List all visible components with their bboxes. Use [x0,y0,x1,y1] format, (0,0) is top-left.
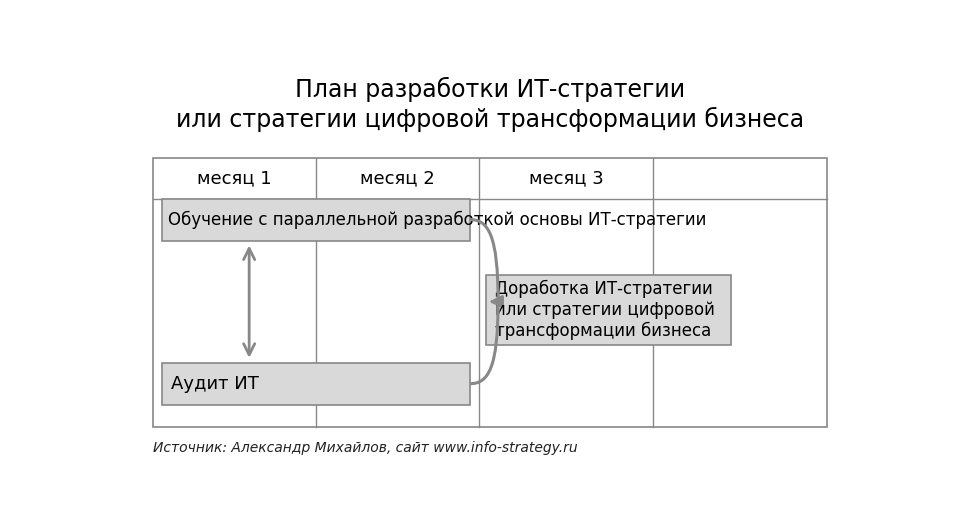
Text: Источник: Александр Михайлов, сайт www.info-strategy.ru: Источник: Александр Михайлов, сайт www.i… [153,440,577,454]
Bar [153,159,827,427]
FancyBboxPatch shape [163,199,470,241]
Text: Доработка ИТ-стратегии
или стратегии цифровой
трансформации бизнеса: Доработка ИТ-стратегии или стратегии циф… [495,280,715,340]
Text: План разработки ИТ-стратегии
или стратегии цифровой трансформации бизнеса: План разработки ИТ-стратегии или стратег… [176,77,804,132]
Text: Обучение с параллельной разработкой основы ИТ-стратегии: Обучение с параллельной разработкой осно… [168,211,706,229]
FancyBboxPatch shape [487,275,730,345]
Text: месяц 1: месяц 1 [197,170,272,188]
Text: месяц 3: месяц 3 [529,170,603,188]
Text: месяц 2: месяц 2 [360,170,435,188]
Text: Аудит ИТ: Аудит ИТ [171,375,259,393]
FancyBboxPatch shape [163,363,470,405]
